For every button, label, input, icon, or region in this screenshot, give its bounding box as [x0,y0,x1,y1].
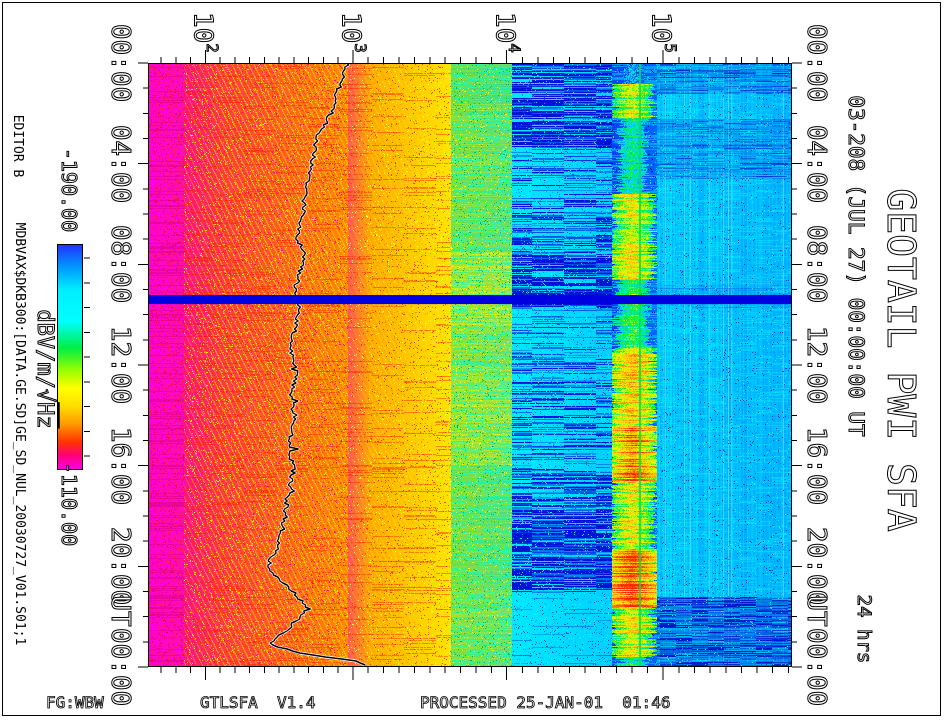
time-label-left-1600: 16:00 [105,426,136,506]
time-label-left-0400: 04:00 [105,124,136,204]
footer-processed: PROCESSED 25-JAN-01 01:46 [420,693,671,712]
colorbar [57,244,83,470]
time-label-right-0800: 08:00 [801,224,832,304]
time-label-left-2000: 20:00 [105,526,136,606]
file-path-label: MDBVAX$DKB300:[DATA.GE.SD]GE_SD_NUL_2003… [12,222,27,646]
time-label-right-1600: 16:00 [801,426,832,506]
duration-label: 24 hrs [853,594,876,664]
colorbar-min-label: -110.00 [57,461,82,547]
time-label-right-0000: 00:00 [801,23,832,103]
colorbar-unit-label: dBV/m/√Hz [32,309,58,429]
spectrogram-plot [148,63,792,667]
freq-label-1e3: 103 [335,11,370,53]
freq-label-1e5: 105 [645,11,680,53]
footer-receiver: FG:WBW [46,693,105,712]
freq-label-1e2: 102 [187,11,222,53]
plot-title: GEOTAIL PWI SFA [879,188,924,532]
colorbar-max-label: -190.00 [57,147,82,233]
editor-label: EDITOR B [10,114,25,178]
footer-program: GTLSFA [200,693,259,712]
time-label-right-2400: 00:00 [801,627,832,707]
time-label-right-0400: 04:00 [801,124,832,204]
footer-version: V1.4 [277,693,316,712]
plot-subtitle: 03-208 (JUL 27) 00:00:00 UT [844,95,869,437]
time-label-right-1200: 12:00 [801,325,832,405]
time-label-left-0800: 08:00 [105,224,136,304]
time-label-left-0000: 00:00 [105,23,136,103]
time-label-right-2000: 20:00 [801,526,832,606]
time-label-left-1200: 12:00 [105,325,136,405]
ut-label-right: UT [801,595,832,627]
ut-label-left: UT [105,595,136,627]
time-label-left-2400: 00:00 [105,627,136,707]
freq-label-1e4: 104 [489,11,524,53]
